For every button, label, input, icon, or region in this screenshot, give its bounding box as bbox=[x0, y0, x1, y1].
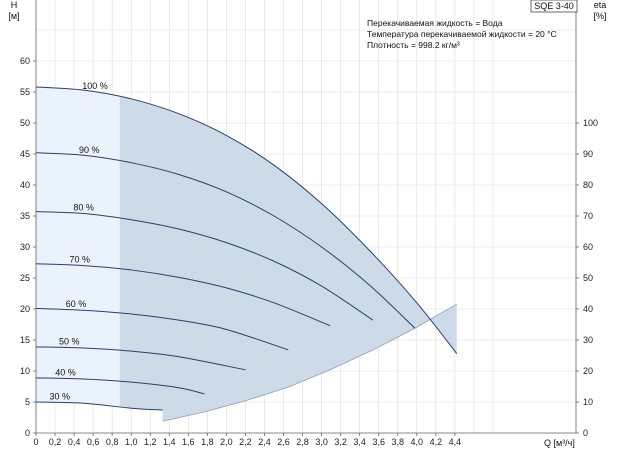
x-tick-label: 0,2 bbox=[49, 437, 62, 447]
y-left-tick-label: 40 bbox=[20, 180, 30, 190]
operating-region-dark bbox=[36, 87, 457, 422]
model-label-box bbox=[530, 0, 578, 13]
y-left-title-unit: [м] bbox=[8, 11, 19, 21]
x-tick-label: 2,6 bbox=[277, 437, 290, 447]
curve-label-90-percent: 90 % bbox=[79, 145, 100, 155]
curves bbox=[35, 86, 458, 422]
x-tick-label: 1,4 bbox=[163, 437, 176, 447]
y-left-tick-label: 35 bbox=[20, 211, 30, 221]
envelope-boundary-line bbox=[162, 303, 457, 422]
y-right-title-unit: [%] bbox=[593, 11, 606, 21]
operating-regions bbox=[36, 87, 457, 422]
x-tick-label: 2,4 bbox=[258, 437, 271, 447]
axes bbox=[35, 0, 577, 434]
y-left-title-symbol: H bbox=[11, 0, 18, 10]
y-left-tick-label: 60 bbox=[20, 56, 30, 66]
y-left-tick-label: 55 bbox=[20, 87, 30, 97]
x-tick-label: 1,0 bbox=[125, 437, 138, 447]
x-axis-title: Q [м³/ч] bbox=[544, 438, 575, 448]
x-tick-label: 2,2 bbox=[239, 437, 252, 447]
curve-label-80-percent: 80 % bbox=[73, 203, 94, 213]
x-tick-label: 4,0 bbox=[411, 437, 424, 447]
curve-label-50-percent: 50 % bbox=[59, 337, 80, 347]
x-tick-label: 3,6 bbox=[372, 437, 385, 447]
curve-label-70-percent: 70 % bbox=[70, 254, 91, 264]
curve-40-percent bbox=[35, 377, 205, 395]
y-right-tick-label: 30 bbox=[583, 335, 593, 345]
curve-label-40-percent: 40 % bbox=[55, 368, 76, 378]
x-tick-label: 1,2 bbox=[144, 437, 157, 447]
x-tick-label: 0,4 bbox=[68, 437, 81, 447]
y-left-tick-label: 0 bbox=[25, 428, 30, 438]
x-tick-label: 3,0 bbox=[315, 437, 328, 447]
model-label: SQE 3-40 bbox=[534, 1, 574, 11]
x-tick-label: 3,2 bbox=[334, 437, 347, 447]
curve-50-percent bbox=[35, 346, 246, 371]
x-tick-label: 0 bbox=[33, 437, 38, 447]
x-tick-label: 1,6 bbox=[182, 437, 195, 447]
y-left-tick-label: 30 bbox=[20, 242, 30, 252]
curve-100-percent bbox=[35, 86, 458, 354]
tick-labels: 0 0,2 0,4 0,6 0,8 1,0 1,2 1,4 1,6 1,8 2,0 2,2 2,4 2,6… bbox=[20, 56, 598, 447]
curve-label-100-percent: 100 % bbox=[82, 81, 108, 91]
y-right-tick-label: 20 bbox=[583, 366, 593, 376]
y-left-tick-label: 25 bbox=[20, 273, 30, 283]
y-right-tick-label: 70 bbox=[583, 211, 593, 221]
low-flow-region-backdrop bbox=[36, 87, 120, 422]
curve-70-percent bbox=[35, 263, 331, 327]
y-right-tick-label: 0 bbox=[583, 428, 588, 438]
info-line-density: Плотность = 998.2 кг/м³ bbox=[367, 40, 460, 50]
y-left-tick-label: 10 bbox=[20, 366, 30, 376]
curve-30-percent bbox=[35, 401, 163, 411]
curve-90-percent bbox=[35, 152, 416, 329]
y-right-tick-label: 40 bbox=[583, 304, 593, 314]
x-tick-label: 1,8 bbox=[201, 437, 214, 447]
y-left-tick-label: 5 bbox=[25, 397, 30, 407]
y-right-tick-label: 60 bbox=[583, 242, 593, 252]
y-right-tick-label: 80 bbox=[583, 180, 593, 190]
x-tick-label: 2,0 bbox=[220, 437, 233, 447]
x-tick-label: 4,2 bbox=[430, 437, 443, 447]
curve-label-30-percent: 30 % bbox=[50, 392, 71, 402]
y-left-tick-label: 50 bbox=[20, 118, 30, 128]
x-tick-label: 2,8 bbox=[296, 437, 309, 447]
y-right-tick-label: 100 bbox=[583, 118, 598, 128]
curve-labels: 100 % 90 % 80 % 70 % 60 % 50 % 40 % 30 % bbox=[50, 81, 108, 401]
x-tick-label: 3,4 bbox=[353, 437, 366, 447]
curve-label-60-percent: 60 % bbox=[66, 299, 87, 309]
x-tick-label: 3,8 bbox=[392, 437, 405, 447]
y-right-tick-label: 50 bbox=[583, 273, 593, 283]
y-right-tick-label: 90 bbox=[583, 149, 593, 159]
x-tick-label: 4,4 bbox=[449, 437, 462, 447]
x-tick-label: 0,8 bbox=[106, 437, 119, 447]
info-line-temperature: Температура перекачиваемой жидкости = 20… bbox=[367, 29, 557, 39]
y-left-tick-label: 20 bbox=[20, 304, 30, 314]
y-right-title-symbol: eta bbox=[594, 0, 607, 10]
y-left-tick-label: 45 bbox=[20, 149, 30, 159]
x-tick-label: 0,6 bbox=[87, 437, 100, 447]
y-right-tick-label: 10 bbox=[583, 397, 593, 407]
curve-60-percent bbox=[35, 307, 289, 351]
y-left-tick-label: 15 bbox=[20, 335, 30, 345]
info-line-liquid: Перекачиваемая жидкость = Вода bbox=[367, 18, 503, 28]
curve-80-percent bbox=[35, 211, 374, 321]
